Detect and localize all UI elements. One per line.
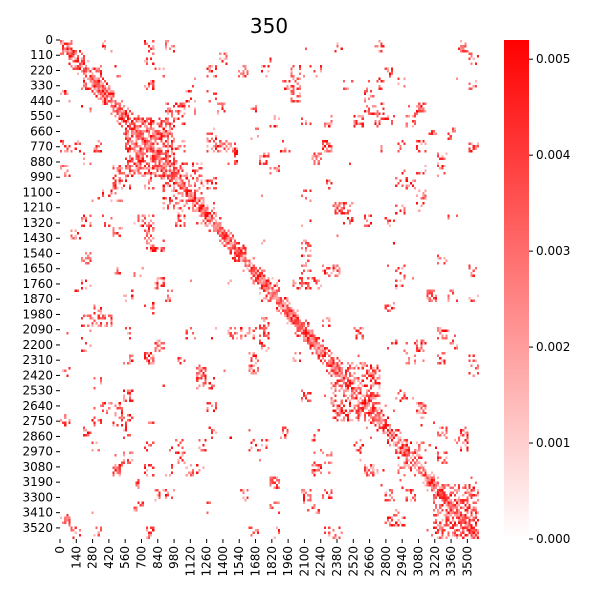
x-tick-label: 3220 [428, 546, 442, 577]
x-tick-label: 3360 [444, 546, 458, 577]
y-tick-label: 880 [30, 155, 53, 169]
x-tick-label: 2100 [297, 546, 311, 577]
x-tick-label: 1960 [281, 546, 295, 577]
y-tick-label: 2530 [22, 384, 53, 398]
colorbar-tick-label: 0.005 [536, 52, 570, 66]
y-tick-label: 2640 [22, 399, 53, 413]
colorbar-tick-label: 0.002 [536, 340, 570, 354]
chart-title: 350 [250, 14, 288, 38]
x-tick-label: 1400 [216, 546, 230, 577]
y-tick-label: 0 [45, 33, 53, 47]
y-tick-label: 2750 [22, 414, 53, 428]
y-tick-label: 1760 [22, 277, 53, 291]
colorbar-tick-label: 0.003 [536, 244, 570, 258]
x-axis-ticks: 0 140 280 420 560 700 840 980 1120 1260 1400 1540 16… [53, 539, 474, 577]
y-tick-label: 1100 [22, 185, 53, 199]
heatmap-plot-area [60, 40, 479, 539]
x-tick-label: 1820 [265, 546, 279, 577]
x-tick-label: 420 [102, 546, 116, 569]
y-tick-label: 440 [30, 94, 53, 108]
y-tick-label: 1430 [22, 231, 53, 245]
x-tick-label: 1120 [183, 546, 197, 577]
y-tick-label: 990 [30, 170, 53, 184]
x-tick-label: 1680 [249, 546, 263, 577]
y-tick-label: 2310 [22, 353, 53, 367]
y-tick-label: 2970 [22, 445, 53, 459]
y-tick-label: 1320 [22, 216, 53, 230]
x-tick-label: 2520 [346, 546, 360, 577]
y-tick-label: 2420 [22, 368, 53, 382]
x-tick-label: 1260 [200, 546, 214, 577]
colorbar-gradient [504, 40, 529, 539]
y-tick-label: 2200 [22, 338, 53, 352]
y-tick-label: 3300 [22, 490, 53, 504]
y-tick-label: 2860 [22, 429, 53, 443]
y-tick-label: 3520 [22, 521, 53, 535]
x-tick-label: 0 [53, 546, 67, 554]
y-tick-label: 3410 [22, 506, 53, 520]
x-tick-label: 2380 [330, 546, 344, 577]
x-tick-label: 2940 [395, 546, 409, 577]
y-tick-label: 110 [30, 48, 53, 62]
y-tick-label: 1870 [22, 292, 53, 306]
y-tick-label: 770 [30, 140, 53, 154]
x-tick-label: 3080 [411, 546, 425, 577]
colorbar-tick-label: 0.004 [536, 148, 570, 162]
x-tick-label: 840 [151, 546, 165, 569]
y-tick-label: 330 [30, 79, 53, 93]
x-tick-label: 980 [167, 546, 181, 569]
y-tick-label: 3190 [22, 475, 53, 489]
x-tick-label: 700 [134, 546, 148, 569]
y-tick-label: 660 [30, 124, 53, 138]
y-tick-label: 550 [30, 109, 53, 123]
x-tick-label: 280 [86, 546, 100, 569]
colorbar-tick-label: 0.000 [536, 532, 570, 546]
x-tick-label: 1540 [232, 546, 246, 577]
y-tick-label: 1980 [22, 307, 53, 321]
colorbar-tick-label: 0.001 [536, 436, 570, 450]
x-tick-label: 2240 [314, 546, 328, 577]
x-tick-label: 2660 [363, 546, 377, 577]
y-tick-label: 1210 [22, 201, 53, 215]
x-tick-label: 3500 [460, 546, 474, 577]
y-tick-label: 220 [30, 63, 53, 77]
y-tick-label: 2090 [22, 323, 53, 337]
heatmap-cells [60, 40, 479, 539]
y-tick-label: 1650 [22, 262, 53, 276]
x-tick-label: 2800 [379, 546, 393, 577]
x-tick-label: 140 [69, 546, 83, 569]
colorbar: 0.000 0.001 0.002 0.003 0.004 0.005 [504, 40, 570, 546]
x-tick-label: 560 [118, 546, 132, 569]
y-tick-label: 3080 [22, 460, 53, 474]
y-tick-label: 1540 [22, 246, 53, 260]
